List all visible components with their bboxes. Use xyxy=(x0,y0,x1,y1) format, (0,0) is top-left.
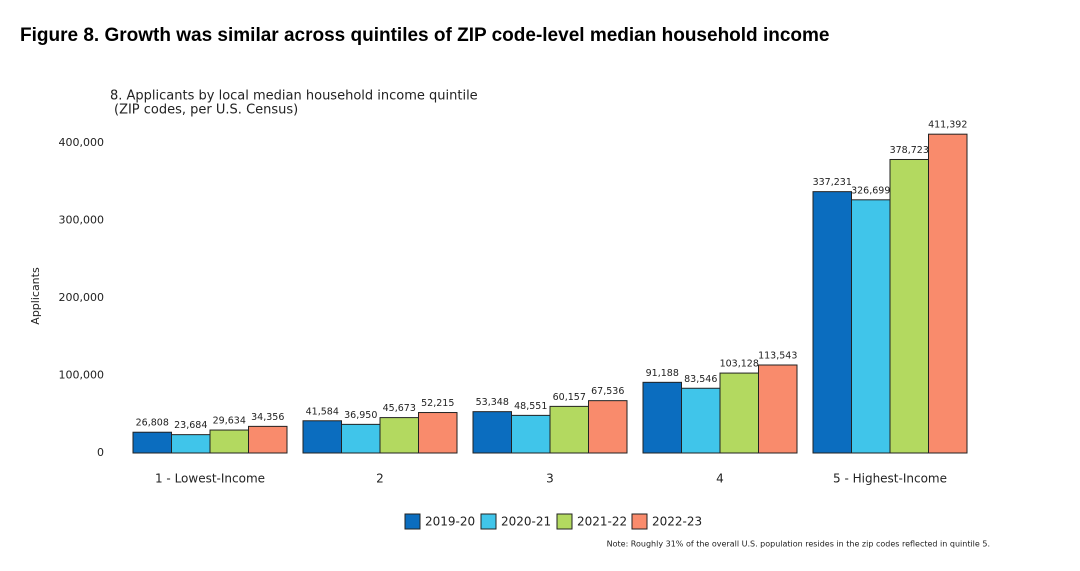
x-tick-label: 1 - Lowest-Income xyxy=(155,472,265,486)
x-tick-label: 3 xyxy=(546,472,554,486)
data-label: 53,348 xyxy=(476,397,509,408)
bar xyxy=(928,133,968,454)
legend-swatch xyxy=(556,513,573,530)
bar xyxy=(851,199,891,454)
bar xyxy=(171,434,211,454)
note: Note: Roughly 31% of the overall U.S. po… xyxy=(607,540,990,549)
data-label: 326,699 xyxy=(851,185,890,196)
y-tick-label: 400,000 xyxy=(59,136,105,149)
bar xyxy=(472,411,512,454)
figure-title: Figure 8. Growth was similar across quin… xyxy=(20,25,829,46)
bar xyxy=(341,423,381,454)
x-tick-label: 4 xyxy=(716,472,724,486)
y-tick-label: 300,000 xyxy=(59,214,105,227)
bar xyxy=(758,364,798,454)
data-label: 113,543 xyxy=(758,351,797,362)
data-label: 337,231 xyxy=(813,177,852,188)
legend-label: 2022-23 xyxy=(652,515,702,529)
legend-swatch xyxy=(480,513,497,530)
bar xyxy=(642,381,682,454)
bar xyxy=(248,425,288,454)
legend-label: 2019-20 xyxy=(425,515,475,529)
legend-swatch xyxy=(404,513,421,530)
data-label: 45,673 xyxy=(383,403,416,414)
x-tick-label: 5 - Highest-Income xyxy=(833,472,947,486)
bar xyxy=(209,429,249,454)
chart-title: 8. Applicants by local median household … xyxy=(110,89,478,104)
chart-subtitle: (ZIP codes, per U.S. Census) xyxy=(114,103,298,118)
bar xyxy=(889,158,929,454)
data-label: 60,157 xyxy=(553,392,586,403)
data-label: 378,723 xyxy=(890,145,929,156)
data-label: 23,684 xyxy=(174,420,207,431)
y-tick-label: 0 xyxy=(97,446,104,459)
x-tick-label: 2 xyxy=(376,472,384,486)
data-label: 91,188 xyxy=(646,368,679,379)
bar xyxy=(379,417,419,454)
data-label: 29,634 xyxy=(213,416,246,427)
bar xyxy=(418,412,458,454)
data-label: 34,356 xyxy=(251,412,284,423)
data-label: 411,392 xyxy=(928,120,967,131)
bar xyxy=(681,387,721,454)
data-label: 48,551 xyxy=(514,401,547,412)
bar xyxy=(588,400,628,454)
legend-label: 2020-21 xyxy=(501,515,551,529)
bar xyxy=(549,405,589,454)
data-label: 67,536 xyxy=(591,386,624,397)
bar xyxy=(812,191,852,454)
data-label: 26,808 xyxy=(136,418,169,429)
legend-label: 2021-22 xyxy=(577,515,627,529)
data-label: 52,215 xyxy=(421,398,454,409)
y-tick-label: 100,000 xyxy=(59,369,105,382)
bar xyxy=(511,414,551,454)
data-label: 41,584 xyxy=(306,406,339,417)
y-axis-label: Applicants xyxy=(29,267,42,325)
bar xyxy=(719,372,759,454)
data-label: 36,950 xyxy=(344,410,377,421)
legend-swatch xyxy=(631,513,648,530)
data-label: 103,128 xyxy=(720,359,759,370)
data-label: 83,546 xyxy=(684,374,717,385)
y-tick-label: 200,000 xyxy=(59,291,105,304)
bar xyxy=(132,431,172,454)
bar xyxy=(302,420,342,454)
